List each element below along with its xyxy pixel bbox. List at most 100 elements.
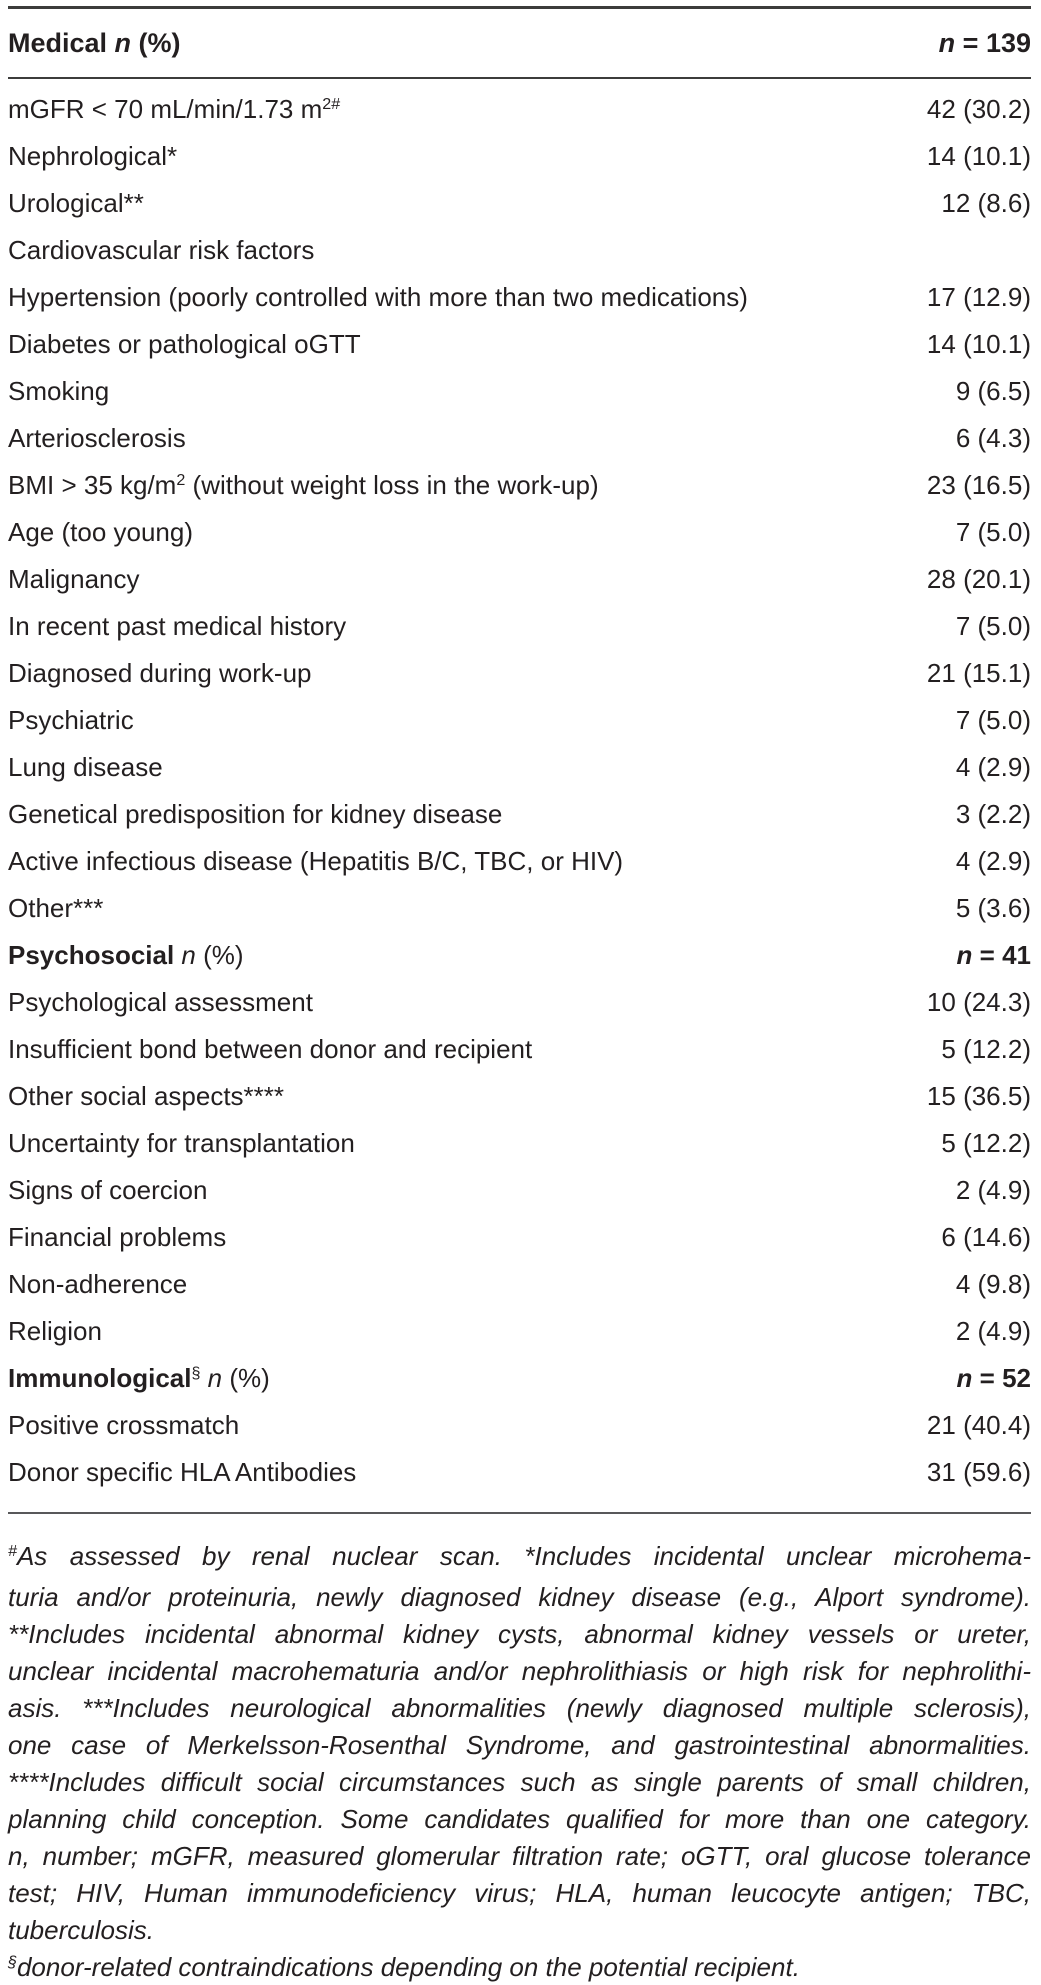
row-label: mGFR < 70 mL/min/1.73 m2# — [8, 94, 340, 125]
row-value: 3 (2.2) — [955, 799, 1031, 829]
text-segment: # — [8, 1542, 17, 1561]
table-row: Financial problems 6 (14.6) — [8, 1214, 1031, 1261]
table-row: In recent past medical history 7 (5.0) — [8, 603, 1031, 650]
text-segment: § — [8, 1953, 17, 1972]
text-segment: Psychosocial — [8, 940, 182, 970]
row-value: n = 41 — [945, 940, 1031, 971]
text-segment: test; HIV, Human immunodeficiency virus;… — [8, 1878, 1031, 1908]
text-segment: Religion — [8, 1316, 102, 1346]
row-label: Hypertension (poorly controlled with mor… — [8, 282, 748, 313]
text-segment: Active infectious disease (Hepatitis B/C… — [8, 846, 624, 876]
text-segment: Cardiovascular risk factors — [8, 235, 315, 265]
row-value: 7 (5.0) — [955, 705, 1031, 735]
footnote-rule — [8, 1512, 1031, 1514]
row-label: Positive crossmatch — [8, 1410, 239, 1441]
text-segment: Other social aspects**** — [8, 1081, 285, 1111]
row-value: 4 (2.9) — [955, 846, 1031, 876]
row-label: Age (too young) — [8, 517, 193, 548]
text-segment: tuberculosis. — [8, 1915, 154, 1945]
row-value: 2 (4.9) — [955, 1175, 1031, 1205]
text-segment: As assessed by renal nuclear scan. *Incl… — [16, 1541, 1031, 1571]
row-value: 14 (10.1) — [926, 141, 1031, 171]
row-label: Insufficient bond between donor and reci… — [8, 1034, 532, 1065]
text-segment: n — [114, 27, 132, 58]
text-segment: Financial problems — [8, 1222, 227, 1252]
text-segment: unclear incidental macrohematuria and/or… — [8, 1656, 1031, 1686]
row-label: Uncertainty for transplantation — [8, 1128, 355, 1159]
text-segment: Arteriosclerosis — [8, 423, 186, 453]
text-segment: Urological** — [8, 188, 144, 218]
footnote-line: n, number; mGFR, measured glomerular fil… — [8, 1838, 1031, 1875]
text-segment: Medical — [8, 27, 115, 58]
text-segment: asis. ***Includes neurological abnormali… — [8, 1693, 1031, 1723]
row-value: 14 (10.1) — [926, 329, 1031, 359]
text-segment: Malignancy — [8, 564, 140, 594]
row-label: Psychosocial n (%) — [8, 940, 244, 971]
row-label: In recent past medical history — [8, 611, 346, 642]
text-segment: Uncertainty for transplantation — [8, 1128, 355, 1158]
table-row: Positive crossmatch 21 (40.4) — [8, 1402, 1031, 1449]
text-segment: n — [938, 27, 956, 58]
row-label: BMI > 35 kg/m2 (without weight loss in t… — [8, 470, 599, 501]
row-value: n = 52 — [945, 1363, 1031, 1394]
text-segment: Signs of coercion — [8, 1175, 208, 1205]
row-label: Malignancy — [8, 564, 140, 595]
table-row: Nephrological* 14 (10.1) — [8, 133, 1031, 180]
text-segment: Diagnosed during work-up — [8, 658, 312, 688]
row-label: Diabetes or pathological oGTT — [8, 329, 361, 360]
column-header-value: n = 139 — [939, 28, 1031, 59]
text-segment: Diabetes or pathological oGTT — [8, 329, 361, 359]
text-segment: § — [191, 1364, 201, 1383]
table-row: Cardiovascular risk factors — [8, 227, 1031, 274]
text-segment: Non-adherence — [8, 1269, 188, 1299]
row-label: Lung disease — [8, 752, 163, 783]
text-segment: 2 — [176, 471, 186, 490]
table-row: Active infectious disease (Hepatitis B/C… — [8, 838, 1031, 885]
row-value: 15 (36.5) — [926, 1081, 1031, 1111]
text-segment: Psychiatric — [8, 705, 134, 735]
text-segment: **Includes incidental abnormal kidney cy… — [8, 1619, 1031, 1649]
text-segment: = 52 — [972, 1363, 1031, 1393]
table-row: Other*** 5 (3.6) — [8, 885, 1031, 932]
text-segment: planning child conception. Some candidat… — [8, 1804, 1031, 1834]
text-segment: In recent past medical history — [8, 611, 347, 641]
row-value: 21 (40.4) — [926, 1410, 1031, 1440]
section-header-row: Immunological§ n (%) n = 52 — [8, 1355, 1031, 1402]
top-rule — [8, 6, 1031, 9]
text-segment: Immunological — [8, 1363, 192, 1393]
footnote-line: turia and/or proteinuria, newly diagnose… — [8, 1579, 1031, 1616]
table-row: Insufficient bond between donor and reci… — [8, 1026, 1031, 1073]
table-row: Uncertainty for transplantation 5 (12.2) — [8, 1120, 1031, 1167]
row-label: Other*** — [8, 893, 103, 924]
text-segment: mGFR < 70 mL/min/1.73 m — [8, 94, 323, 124]
row-label: Financial problems — [8, 1222, 226, 1253]
table-row: Smoking 9 (6.5) — [8, 368, 1031, 415]
table-row: Lung disease 4 (2.9) — [8, 744, 1031, 791]
text-segment: Positive crossmatch — [8, 1410, 240, 1440]
footnote-line: test; HIV, Human immunodeficiency virus;… — [8, 1875, 1031, 1912]
row-label: Immunological§ n (%) — [8, 1363, 270, 1394]
row-value: 5 (12.2) — [941, 1034, 1031, 1064]
section-header-row: Psychosocial n (%) n = 41 — [8, 932, 1031, 979]
text-segment: BMI > 35 kg/m — [8, 470, 177, 500]
row-label: Other social aspects**** — [8, 1081, 284, 1112]
text-segment: n — [181, 940, 196, 970]
row-label: Cardiovascular risk factors — [8, 235, 314, 266]
row-label: Urological** — [8, 188, 144, 219]
table-row: mGFR < 70 mL/min/1.73 m2# 42 (30.2) — [8, 86, 1031, 133]
text-segment: Insufficient bond between donor and reci… — [8, 1034, 533, 1064]
footnote-line: **Includes incidental abnormal kidney cy… — [8, 1616, 1031, 1653]
table-row: BMI > 35 kg/m2 (without weight loss in t… — [8, 462, 1031, 509]
table-row: Psychological assessment 10 (24.3) — [8, 979, 1031, 1026]
footnote-line: §donor-related contraindications dependi… — [8, 1949, 1031, 1985]
table-row: Other social aspects**** 15 (36.5) — [8, 1073, 1031, 1120]
row-value: 4 (2.9) — [955, 752, 1031, 782]
text-segment — [200, 1363, 207, 1393]
row-value: 5 (3.6) — [955, 893, 1031, 923]
table-row: Diabetes or pathological oGTT 14 (10.1) — [8, 321, 1031, 368]
table-row: Donor specific HLA Antibodies 31 (59.6) — [8, 1449, 1031, 1496]
text-segment: = 139 — [955, 27, 1031, 58]
text-segment: 2# — [322, 95, 341, 114]
footnotes: #As assessed by renal nuclear scan. *Inc… — [8, 1538, 1031, 1985]
